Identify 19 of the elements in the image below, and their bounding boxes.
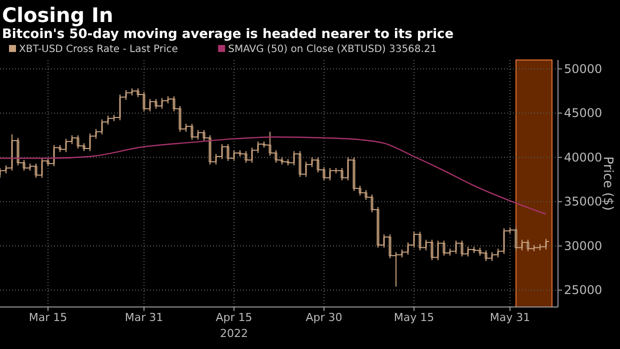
x-tick-label: Apr 15 — [216, 311, 252, 324]
x-tick-label: May 15 — [394, 311, 434, 324]
y-tick-label: 35000 — [564, 194, 602, 209]
x-tick-label: Apr 30 — [306, 311, 342, 324]
legend-label: XBT-USD Cross Rate - Last Price — [19, 44, 178, 55]
chart-subtitle: Bitcoin's 50-day moving average is headed nearer to its price — [2, 27, 454, 42]
y-tick-label: 40000 — [564, 150, 602, 164]
y-axis-title: Price ($) — [600, 156, 615, 211]
line-series — [0, 136, 547, 215]
chart-title: Closing In — [2, 3, 114, 27]
x-axis-title: 2022 — [220, 327, 248, 340]
y-tick-label: 25000 — [564, 283, 602, 298]
y-tick-label: 30000 — [564, 238, 602, 253]
y-tick-label: 50000 — [564, 62, 602, 76]
legend-label: SMAVG (50) on Close (XBTUSD) 33568.21 — [228, 44, 437, 55]
x-tick-label: Mar 31 — [124, 311, 164, 324]
x-tick-label: Mar 15 — [28, 311, 68, 324]
y-tick-label: 45000 — [564, 106, 602, 120]
x-tick-label: May 31 — [490, 311, 530, 324]
